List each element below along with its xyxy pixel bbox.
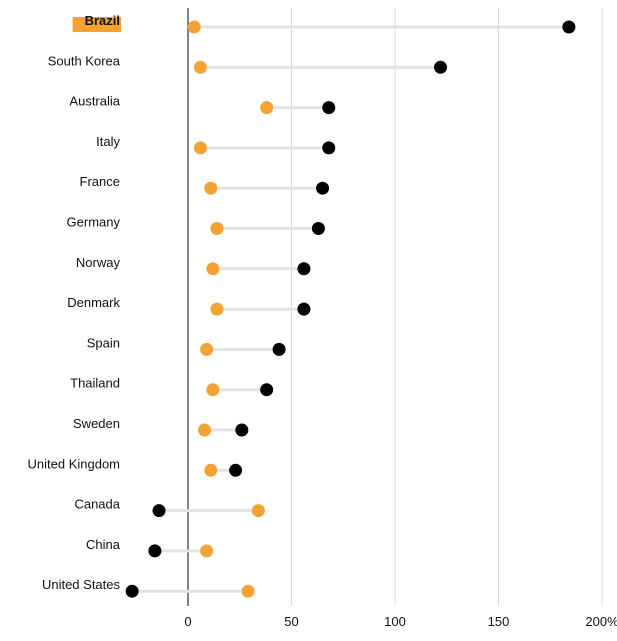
orange-point-china: [200, 544, 214, 558]
black-point-canada: [152, 504, 166, 518]
black-point-sweden: [235, 423, 249, 437]
country-label-denmark: Denmark: [67, 295, 120, 310]
x-tick-label: 0: [184, 614, 191, 629]
black-point-france: [316, 181, 330, 195]
country-label-italy: Italy: [96, 134, 120, 149]
black-point-norway: [297, 262, 311, 276]
black-point-united-states: [125, 584, 139, 598]
orange-point-thailand: [206, 383, 220, 397]
orange-point-canada: [251, 504, 265, 518]
orange-point-united-kingdom: [204, 463, 218, 477]
country-label-spain: Spain: [87, 335, 120, 350]
x-tick-label: 100: [384, 614, 406, 629]
highlight-box: [72, 17, 121, 32]
country-label-norway: Norway: [76, 255, 121, 270]
black-point-denmark: [297, 302, 311, 316]
black-point-south-korea: [434, 60, 448, 74]
country-label-germany: Germany: [67, 215, 121, 230]
black-point-thailand: [260, 383, 274, 397]
country-label-thailand: Thailand: [70, 376, 120, 391]
orange-point-spain: [200, 342, 214, 356]
black-point-united-kingdom: [229, 463, 243, 477]
orange-point-italy: [193, 141, 207, 155]
orange-point-brazil: [187, 20, 201, 34]
black-point-germany: [311, 222, 325, 235]
country-label-united-kingdom: United Kingdom: [28, 456, 121, 471]
country-label-united-states: United States: [42, 577, 121, 592]
country-label-south-korea: South Korea: [48, 53, 121, 68]
orange-point-australia: [260, 101, 274, 115]
country-label-australia: Australia: [69, 94, 120, 109]
orange-point-united-states: [241, 584, 255, 598]
x-tick-label: 150: [488, 614, 510, 629]
black-point-china: [148, 544, 162, 558]
orange-point-denmark: [210, 302, 224, 316]
country-label-france: France: [80, 174, 120, 189]
orange-point-sweden: [198, 423, 212, 437]
x-tick-label: 50: [284, 614, 298, 629]
orange-point-south-korea: [193, 60, 207, 74]
black-point-spain: [272, 342, 286, 356]
black-point-italy: [322, 141, 336, 155]
country-label-brazil: Brazil: [85, 13, 120, 28]
black-point-brazil: [562, 20, 576, 34]
orange-point-france: [204, 181, 218, 195]
country-label-china: China: [86, 537, 121, 552]
black-point-australia: [322, 101, 336, 115]
country-label-canada: Canada: [74, 497, 120, 512]
x-tick-label: 200%: [585, 614, 617, 629]
orange-point-germany: [210, 222, 224, 235]
country-label-sweden: Sweden: [73, 416, 120, 431]
orange-point-norway: [206, 262, 220, 276]
